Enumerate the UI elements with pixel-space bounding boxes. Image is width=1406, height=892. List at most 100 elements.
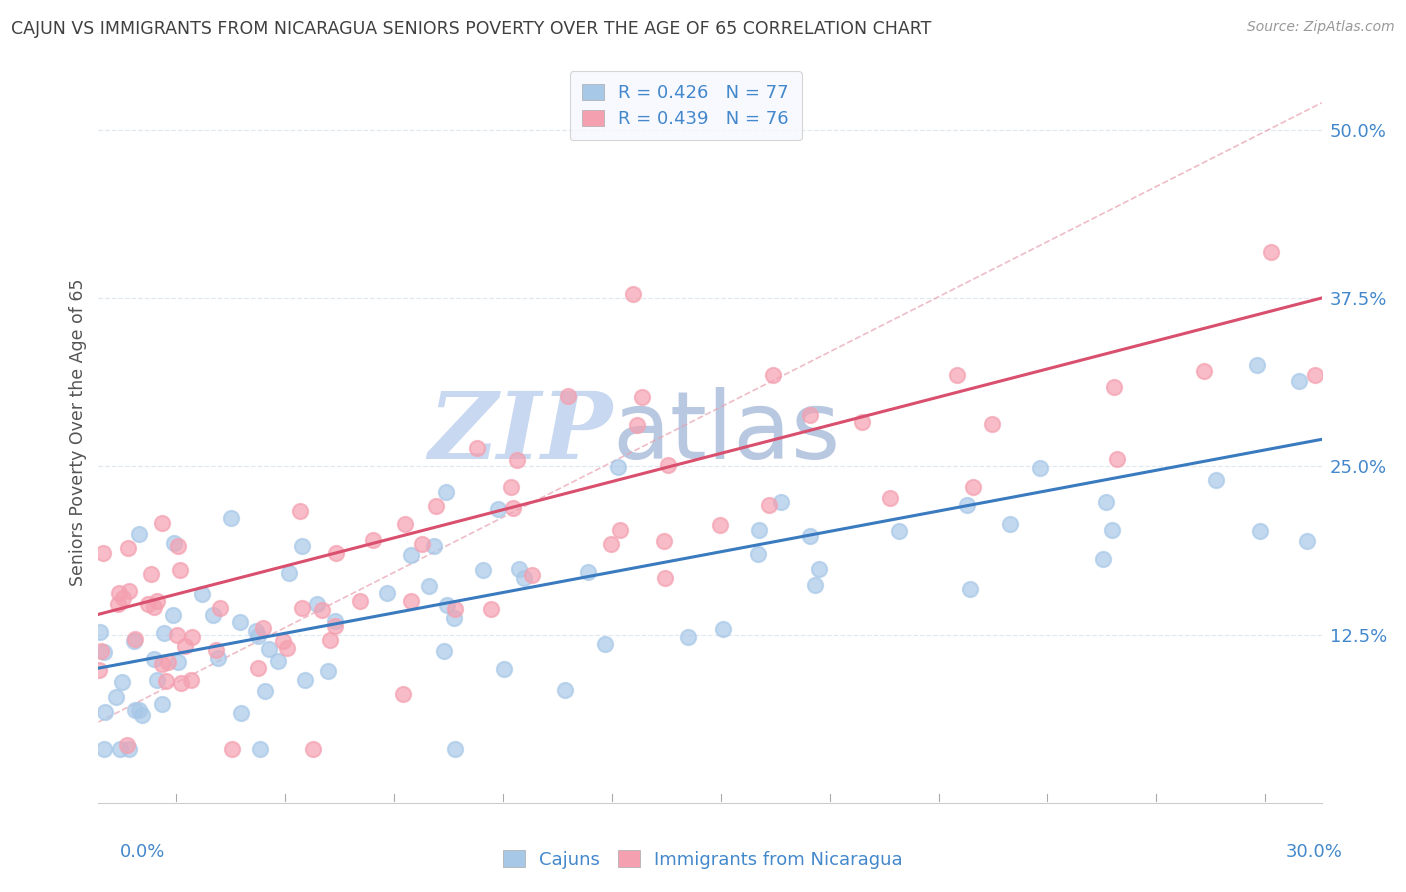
Point: [557, 389, 579, 403]
Point: [609, 523, 631, 537]
Point: [1249, 524, 1271, 538]
Point: [246, 629, 269, 643]
Point: [163, 536, 186, 550]
Point: [411, 537, 433, 551]
Point: [879, 491, 901, 505]
Legend: R = 0.426   N = 77, R = 0.439   N = 76: R = 0.426 N = 77, R = 0.439 N = 76: [569, 71, 801, 141]
Point: [600, 537, 623, 551]
Point: [252, 622, 274, 636]
Point: [153, 626, 176, 640]
Point: [631, 390, 654, 404]
Point: [174, 639, 197, 653]
Point: [506, 452, 529, 467]
Point: [1101, 523, 1123, 537]
Point: [433, 644, 456, 658]
Point: [167, 656, 190, 670]
Point: [115, 738, 138, 752]
Point: [323, 618, 346, 632]
Point: [91, 546, 114, 560]
Point: [190, 587, 212, 601]
Point: [422, 540, 444, 554]
Point: [291, 600, 314, 615]
Point: [392, 687, 415, 701]
Point: [181, 630, 204, 644]
Point: [946, 368, 969, 383]
Point: [1107, 452, 1129, 467]
Point: [104, 690, 127, 704]
Point: [769, 495, 792, 509]
Point: [709, 517, 731, 532]
Point: [278, 566, 301, 581]
Point: [146, 673, 169, 688]
Point: [166, 539, 188, 553]
Point: [259, 641, 281, 656]
Point: [851, 415, 873, 429]
Point: [254, 684, 277, 698]
Text: CAJUN VS IMMIGRANTS FROM NICARAGUA SENIORS POVERTY OVER THE AGE OF 65 CORRELATIO: CAJUN VS IMMIGRANTS FROM NICARAGUA SENIO…: [11, 20, 932, 37]
Point: [93, 645, 115, 659]
Point: [1260, 245, 1282, 260]
Point: [301, 742, 323, 756]
Point: [93, 706, 115, 720]
Point: [652, 533, 675, 548]
Point: [956, 498, 979, 512]
Point: [90, 643, 112, 657]
Point: [808, 562, 831, 576]
Point: [747, 547, 769, 561]
Point: [499, 479, 522, 493]
Text: atlas: atlas: [612, 386, 841, 479]
Point: [621, 287, 644, 301]
Point: [118, 584, 141, 599]
Point: [276, 641, 298, 656]
Point: [436, 598, 458, 612]
Point: [139, 566, 162, 581]
Point: [204, 643, 226, 657]
Point: [170, 676, 193, 690]
Point: [117, 541, 139, 555]
Point: [124, 632, 146, 647]
Point: [748, 524, 770, 538]
Point: [394, 517, 416, 532]
Point: [219, 511, 242, 525]
Point: [492, 662, 515, 676]
Point: [762, 368, 785, 383]
Point: [155, 674, 177, 689]
Point: [593, 637, 616, 651]
Point: [169, 563, 191, 577]
Point: [1296, 534, 1319, 549]
Point: [758, 498, 780, 512]
Point: [486, 501, 509, 516]
Point: [108, 586, 131, 600]
Point: [228, 615, 250, 629]
Point: [959, 582, 981, 597]
Point: [207, 651, 229, 665]
Point: [128, 527, 150, 541]
Point: [678, 630, 700, 644]
Point: [131, 707, 153, 722]
Point: [111, 674, 134, 689]
Point: [305, 597, 328, 611]
Point: [418, 579, 440, 593]
Point: [606, 459, 628, 474]
Point: [520, 567, 543, 582]
Point: [513, 571, 536, 585]
Legend: Cajuns, Immigrants from Nicaragua: Cajuns, Immigrants from Nicaragua: [496, 843, 910, 876]
Point: [434, 484, 457, 499]
Point: [508, 562, 530, 576]
Point: [318, 633, 340, 648]
Point: [111, 591, 134, 605]
Point: [479, 602, 502, 616]
Point: [150, 516, 173, 530]
Point: [291, 539, 314, 553]
Point: [799, 408, 821, 422]
Point: [1205, 473, 1227, 487]
Point: [444, 742, 467, 756]
Point: [209, 600, 232, 615]
Point: [654, 571, 676, 585]
Point: [93, 742, 115, 756]
Point: [142, 599, 165, 614]
Point: [711, 622, 734, 636]
Point: [245, 624, 267, 639]
Point: [142, 652, 165, 666]
Point: [399, 593, 422, 607]
